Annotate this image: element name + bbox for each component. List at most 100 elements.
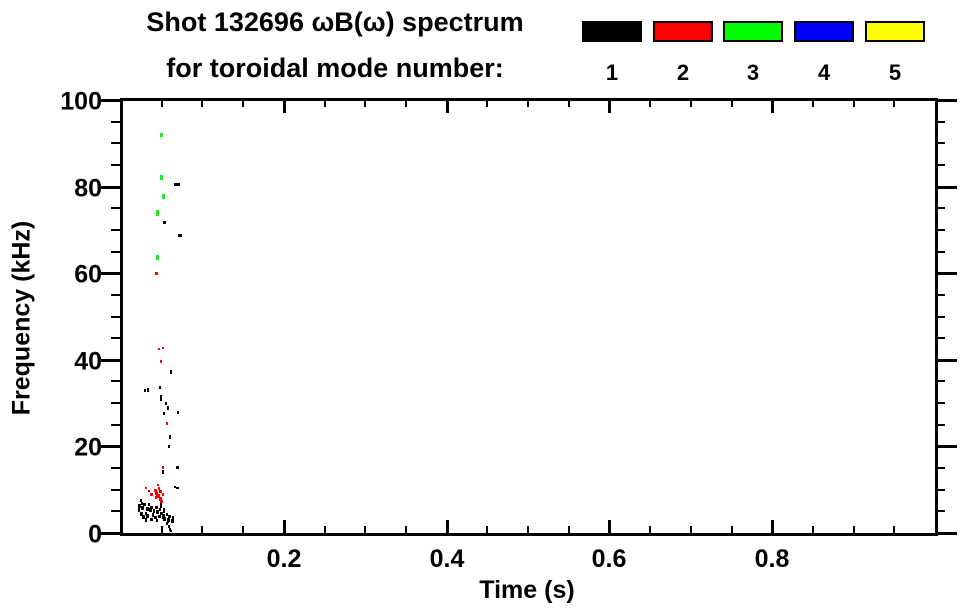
x-minor-tick-top [649,100,651,107]
data-point-mode-1 [173,486,176,489]
data-point-mode-3 [161,194,165,200]
x-minor-tick [161,526,163,533]
x-minor-tick [893,526,895,533]
data-point-mode-2 [158,487,161,491]
x-major-tick-top [771,100,774,113]
x-minor-tick-top [568,100,570,107]
data-point-mode-1 [145,518,148,522]
x-minor-tick [201,526,203,533]
y-major-tick-right [935,445,957,448]
y-minor-tick-right [935,142,945,144]
data-point-mode-1 [168,434,171,439]
legend-swatch-mode-5 [865,21,925,42]
data-point-mode-1 [177,234,182,238]
x-minor-tick [649,526,651,533]
data-point-mode-2 [162,465,165,469]
data-point-mode-1 [167,521,170,524]
x-minor-tick-top [405,100,407,107]
x-minor-tick [731,526,733,533]
data-point-mode-1 [155,519,158,523]
data-point-mode-2 [155,496,157,500]
x-minor-tick-top [812,100,814,107]
y-minor-tick [111,207,121,209]
data-point-mode-1 [148,508,152,513]
data-point-mode-2 [162,347,165,350]
data-point-mode-3 [156,254,160,260]
y-minor-tick [111,510,121,512]
x-minor-tick [812,526,814,533]
y-minor-tick [111,229,121,231]
data-point-mode-1 [175,486,179,489]
data-point-mode-1 [169,529,172,532]
legend-swatch-mode-4 [794,21,854,42]
data-point-mode-1 [137,506,140,512]
data-point-mode-1 [157,515,161,519]
data-point-mode-1 [160,511,164,515]
y-tick-label-0: 0 [88,520,102,549]
y-tick-label-60: 60 [74,260,102,289]
y-major-tick-right [935,359,957,362]
data-point-mode-1 [163,411,166,415]
x-minor-tick [527,526,529,533]
data-point-mode-2 [156,494,161,499]
x-minor-tick [568,526,570,533]
x-minor-tick-top [527,100,529,107]
chart-title-line2: for toroidal mode number: [166,53,504,83]
y-minor-tick-right [935,510,945,512]
y-minor-tick [111,402,121,404]
data-point-mode-1 [140,498,143,502]
data-point-mode-1 [168,515,172,519]
x-tick-label-0.2: 0.2 [266,545,302,573]
x-major-tick-top [446,100,449,113]
x-minor-tick [853,526,855,533]
data-point-mode-2 [145,486,148,489]
y-tick-label-100: 100 [60,87,102,116]
data-point-mode-1 [176,410,179,414]
y-minor-tick [111,121,121,123]
data-point-mode-2 [153,488,157,492]
data-point-mode-1 [161,513,165,519]
data-point-mode-1 [151,512,154,517]
x-minor-tick [690,526,692,533]
data-point-mode-1 [150,505,154,509]
y-minor-tick [111,424,121,426]
data-point-mode-1 [168,527,171,531]
x-tick-label-0.4: 0.4 [429,545,465,573]
x-minor-tick-top [242,100,244,107]
data-point-mode-1 [139,511,143,516]
data-point-mode-1 [145,507,149,512]
data-point-mode-3 [160,133,164,138]
data-point-mode-1 [147,503,150,507]
data-point-mode-1 [168,445,171,449]
legend-label-mode-1: 1 [605,60,619,85]
x-minor-tick [486,526,488,533]
y-major-tick-right [935,272,957,275]
x-minor-tick-top [690,100,692,107]
data-point-mode-2 [160,500,164,504]
plot-area [120,98,938,536]
y-major-tick [101,445,121,448]
data-point-mode-1 [159,386,162,390]
data-point-mode-1 [166,518,170,522]
data-point-mode-1 [138,504,142,509]
x-minor-tick-top [486,100,488,107]
x-major-tick [608,520,611,533]
x-minor-tick [405,526,407,533]
y-minor-tick-right [935,121,945,123]
data-point-mode-2 [159,490,163,494]
data-point-mode-1 [141,501,144,505]
y-minor-tick-right [935,424,945,426]
data-point-mode-1 [163,221,167,225]
data-point-mode-1 [143,503,147,507]
x-major-tick-top [608,100,611,113]
x-major-tick-top [283,100,286,113]
legend-label-mode-5: 5 [888,60,902,85]
x-minor-tick-top [853,100,855,107]
y-minor-tick [111,380,121,382]
y-major-tick [101,359,121,362]
data-point-mode-2 [155,271,159,275]
data-point-mode-1 [156,510,160,515]
y-minor-tick-right [935,294,945,296]
data-point-mode-1 [141,505,145,510]
data-point-mode-2 [155,491,159,496]
